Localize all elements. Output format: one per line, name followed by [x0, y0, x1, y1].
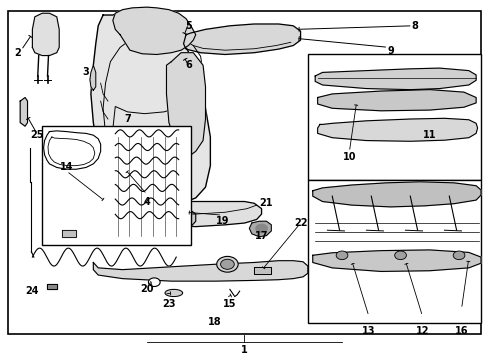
Polygon shape	[93, 180, 261, 226]
Polygon shape	[20, 98, 27, 126]
Polygon shape	[183, 24, 300, 54]
Text: 15: 15	[223, 299, 236, 309]
Text: 6: 6	[184, 60, 191, 70]
Polygon shape	[165, 289, 182, 297]
Text: 2: 2	[14, 48, 20, 58]
Text: 4: 4	[143, 197, 150, 207]
Polygon shape	[166, 53, 205, 158]
Polygon shape	[47, 284, 57, 289]
Polygon shape	[315, 68, 475, 90]
Polygon shape	[91, 12, 210, 209]
Circle shape	[216, 256, 238, 272]
Text: 14: 14	[60, 162, 73, 172]
Text: 18: 18	[208, 317, 222, 327]
Polygon shape	[108, 207, 130, 218]
Text: 21: 21	[259, 198, 273, 208]
Text: 1: 1	[241, 345, 247, 355]
Text: 23: 23	[162, 299, 175, 309]
Text: 25: 25	[30, 130, 44, 140]
Circle shape	[452, 251, 464, 260]
Bar	[8, 12, 480, 334]
Text: 11: 11	[422, 130, 436, 140]
Polygon shape	[317, 90, 475, 111]
Polygon shape	[93, 261, 307, 281]
Polygon shape	[90, 65, 96, 90]
Text: 7: 7	[124, 114, 131, 124]
Polygon shape	[98, 194, 195, 232]
Bar	[42, 126, 190, 244]
Polygon shape	[61, 230, 76, 237]
Bar	[307, 180, 480, 323]
Circle shape	[220, 259, 234, 269]
Circle shape	[335, 251, 347, 260]
Polygon shape	[32, 13, 59, 55]
Polygon shape	[254, 267, 271, 274]
Circle shape	[255, 224, 267, 233]
Text: 17: 17	[254, 231, 268, 240]
Text: 5: 5	[184, 21, 191, 31]
Polygon shape	[113, 7, 195, 54]
Text: 19: 19	[215, 216, 229, 226]
Text: 8: 8	[411, 21, 418, 31]
Bar	[307, 54, 480, 180]
Text: 9: 9	[386, 46, 393, 56]
Text: 20: 20	[140, 284, 153, 294]
Text: 3: 3	[82, 67, 89, 77]
Text: 10: 10	[342, 152, 355, 162]
Circle shape	[394, 251, 406, 260]
Polygon shape	[312, 250, 480, 271]
Polygon shape	[312, 182, 480, 207]
Text: 13: 13	[361, 325, 375, 336]
Circle shape	[148, 278, 160, 287]
Polygon shape	[249, 221, 271, 237]
Text: 16: 16	[454, 325, 468, 336]
Text: 24: 24	[25, 286, 39, 296]
Text: 22: 22	[293, 218, 306, 228]
Text: 12: 12	[415, 325, 428, 336]
Polygon shape	[317, 118, 477, 141]
